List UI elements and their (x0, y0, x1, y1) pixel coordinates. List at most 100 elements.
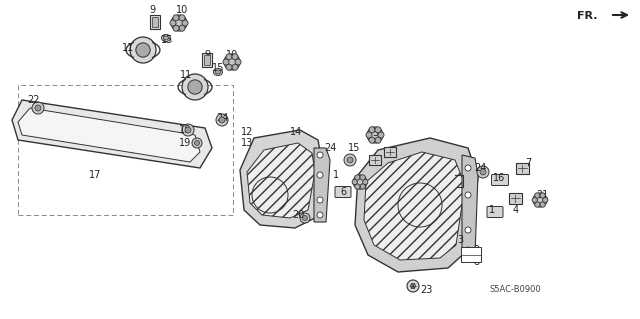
Circle shape (300, 213, 310, 223)
Circle shape (192, 138, 202, 148)
FancyBboxPatch shape (150, 15, 160, 29)
Circle shape (533, 193, 547, 207)
Circle shape (185, 127, 191, 133)
Text: 15: 15 (161, 35, 173, 45)
Circle shape (35, 105, 41, 111)
Circle shape (235, 59, 241, 65)
Circle shape (367, 127, 383, 143)
Text: 23: 23 (420, 285, 432, 295)
Circle shape (216, 114, 228, 126)
Circle shape (188, 80, 202, 94)
Circle shape (407, 280, 419, 292)
Text: S5AC-B0900: S5AC-B0900 (490, 286, 541, 294)
Circle shape (173, 15, 179, 21)
Text: 9: 9 (204, 50, 210, 60)
Text: 22: 22 (28, 95, 40, 105)
Circle shape (171, 15, 187, 31)
Text: 20: 20 (292, 210, 304, 220)
Ellipse shape (216, 70, 220, 74)
Circle shape (355, 175, 360, 180)
Circle shape (534, 193, 540, 198)
Circle shape (344, 154, 356, 166)
Circle shape (303, 216, 307, 220)
Circle shape (223, 59, 229, 65)
Circle shape (317, 212, 323, 218)
Text: 17: 17 (89, 170, 101, 180)
Circle shape (195, 140, 200, 145)
Circle shape (534, 202, 540, 207)
Text: 24: 24 (474, 163, 486, 173)
Circle shape (465, 165, 471, 171)
FancyBboxPatch shape (487, 206, 503, 218)
FancyBboxPatch shape (335, 187, 351, 197)
Bar (461, 247, 481, 262)
Circle shape (378, 132, 384, 138)
Text: 24: 24 (324, 143, 336, 153)
Text: 9: 9 (149, 5, 155, 15)
Circle shape (179, 15, 185, 21)
Text: 19: 19 (179, 138, 191, 148)
Text: 1: 1 (333, 170, 339, 180)
Circle shape (179, 25, 185, 31)
Circle shape (232, 54, 238, 60)
Circle shape (480, 169, 486, 175)
Circle shape (219, 117, 225, 123)
Circle shape (375, 137, 381, 143)
Circle shape (363, 179, 368, 185)
Polygon shape (12, 100, 212, 168)
Circle shape (182, 20, 188, 26)
Circle shape (182, 74, 208, 100)
Circle shape (477, 166, 489, 178)
Ellipse shape (161, 34, 170, 41)
Circle shape (130, 37, 156, 63)
Circle shape (369, 137, 375, 143)
Text: 11: 11 (180, 70, 192, 80)
Circle shape (352, 179, 357, 185)
Bar (18, 85, 233, 215)
FancyBboxPatch shape (202, 53, 212, 67)
Bar (509, 192, 522, 204)
Circle shape (355, 184, 360, 189)
Bar (515, 162, 529, 174)
Polygon shape (314, 148, 330, 222)
Polygon shape (240, 130, 322, 228)
Circle shape (317, 152, 323, 158)
Circle shape (465, 247, 471, 253)
Circle shape (170, 20, 176, 26)
Circle shape (360, 175, 365, 180)
Circle shape (366, 132, 372, 138)
Text: 21: 21 (536, 190, 548, 200)
FancyBboxPatch shape (152, 17, 158, 27)
Polygon shape (355, 138, 478, 272)
Text: 1: 1 (489, 205, 495, 215)
Circle shape (360, 184, 365, 189)
Text: 12: 12 (241, 127, 253, 137)
Circle shape (182, 124, 194, 136)
Circle shape (540, 202, 545, 207)
Polygon shape (247, 143, 315, 218)
Circle shape (411, 284, 415, 288)
Text: 5: 5 (372, 128, 378, 138)
Text: 3: 3 (457, 235, 463, 245)
Text: 8: 8 (473, 257, 479, 267)
Ellipse shape (214, 69, 223, 76)
Text: 18: 18 (179, 125, 191, 135)
Circle shape (317, 197, 323, 203)
Polygon shape (462, 155, 478, 258)
Circle shape (543, 197, 548, 203)
Circle shape (465, 227, 471, 233)
Circle shape (173, 25, 179, 31)
Text: 4: 4 (513, 205, 519, 215)
Text: 15: 15 (348, 143, 360, 153)
FancyBboxPatch shape (204, 55, 210, 65)
Text: 14: 14 (290, 127, 302, 137)
Circle shape (136, 43, 150, 57)
Text: 15: 15 (212, 63, 224, 73)
Circle shape (347, 157, 353, 163)
Text: 7: 7 (525, 158, 531, 168)
Circle shape (465, 192, 471, 198)
Circle shape (226, 54, 232, 60)
Text: 6: 6 (340, 187, 346, 197)
Text: 24: 24 (216, 113, 228, 123)
Text: 2: 2 (473, 245, 479, 255)
